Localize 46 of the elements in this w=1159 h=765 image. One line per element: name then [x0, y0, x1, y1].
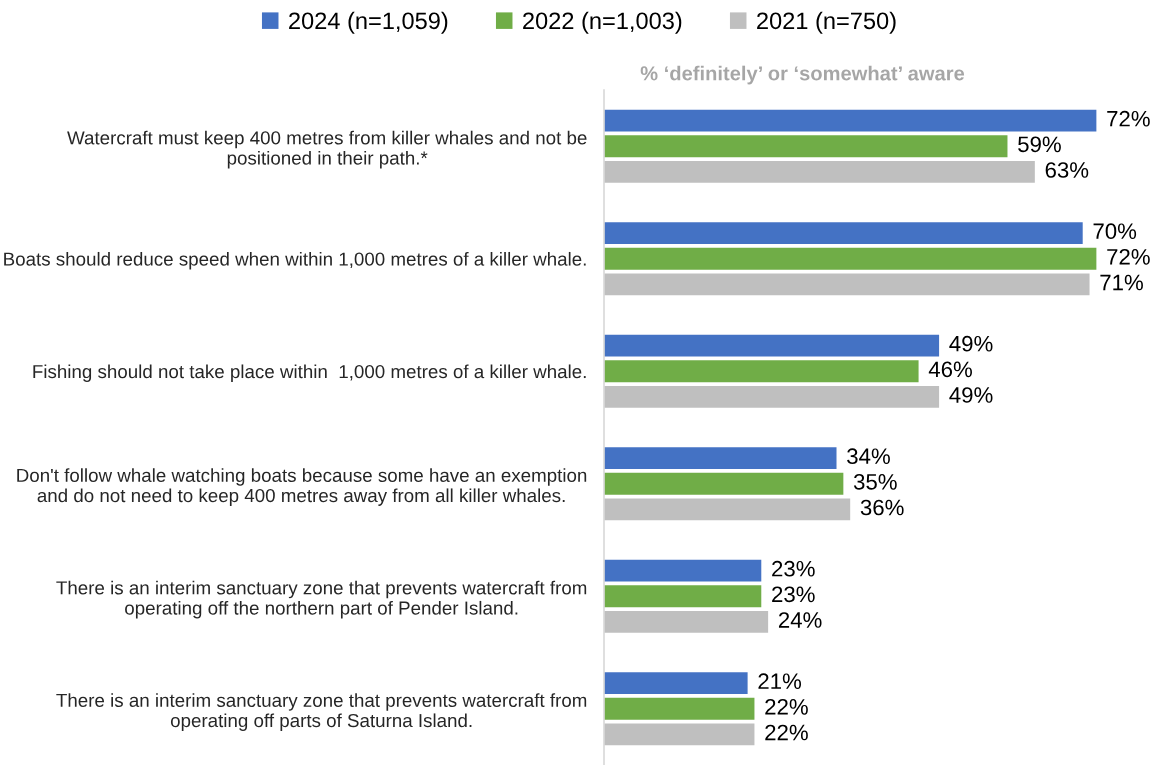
bar — [604, 559, 762, 582]
y-tick-label: There is an interim sanctuary zone that prevents watercraft from operating off parts of Saturna Island. — [56, 693, 587, 731]
data-label: 72% — [1107, 248, 1150, 265]
data-label: 46% — [928, 361, 972, 378]
bar — [604, 160, 1035, 183]
bar — [604, 135, 1008, 158]
bar — [604, 222, 1083, 245]
data-label: 22% — [765, 724, 808, 741]
data-label: 34% — [847, 448, 890, 465]
data-label: 70% — [1093, 223, 1137, 240]
data-label: 36% — [860, 499, 904, 516]
legend-label: 2024 (n=1,059) — [289, 11, 448, 34]
legend-label: 2021 (n=750) — [757, 11, 896, 34]
bar — [604, 472, 844, 495]
bar — [604, 697, 755, 720]
bar — [604, 385, 940, 408]
data-label: 21% — [758, 673, 802, 689]
bar — [604, 247, 1097, 270]
data-label: 49% — [949, 335, 993, 352]
data-label: 59% — [1018, 136, 1061, 153]
data-label: 22% — [765, 698, 808, 715]
y-tick-label: Fishing should not take place within 1,000 metres of a killer whale. — [33, 364, 586, 382]
bar — [604, 585, 762, 608]
bar — [604, 334, 940, 357]
bar — [604, 723, 755, 746]
data-label: 23% — [772, 560, 815, 577]
legend-label: 2022 (n=1,003) — [523, 11, 682, 34]
y-tick-label: Watercraft must keep 400 metres from killer whales and not be positioned in their path.* — [67, 130, 587, 169]
bar — [604, 498, 851, 521]
bar — [604, 273, 1090, 296]
data-label: 71% — [1100, 274, 1143, 291]
data-label: 72% — [1107, 110, 1150, 127]
y-tick-label: Boats should reduce speed when within 1,000 metres of a killer whale. — [4, 251, 586, 270]
bar — [604, 672, 748, 695]
data-label: 63% — [1045, 162, 1089, 178]
data-label: 49% — [949, 387, 993, 403]
y-tick-label: There is an interim sanctuary zone that prevents watercraft from operating off the northern part of Pender Island. — [56, 580, 587, 619]
y-tick-label: Don't follow whale watching boats because some have an exemption and do not need to keep 400 metres away from all killer whales. — [17, 468, 587, 506]
bar — [604, 109, 1097, 132]
chart-title: % ‘definitely’ or ‘somewhat’ aware — [640, 65, 965, 85]
bar — [604, 360, 919, 383]
data-label: 23% — [772, 586, 815, 603]
data-label: 24% — [778, 612, 822, 628]
bar — [604, 610, 769, 633]
bar — [604, 447, 837, 470]
data-label: 35% — [853, 473, 897, 490]
